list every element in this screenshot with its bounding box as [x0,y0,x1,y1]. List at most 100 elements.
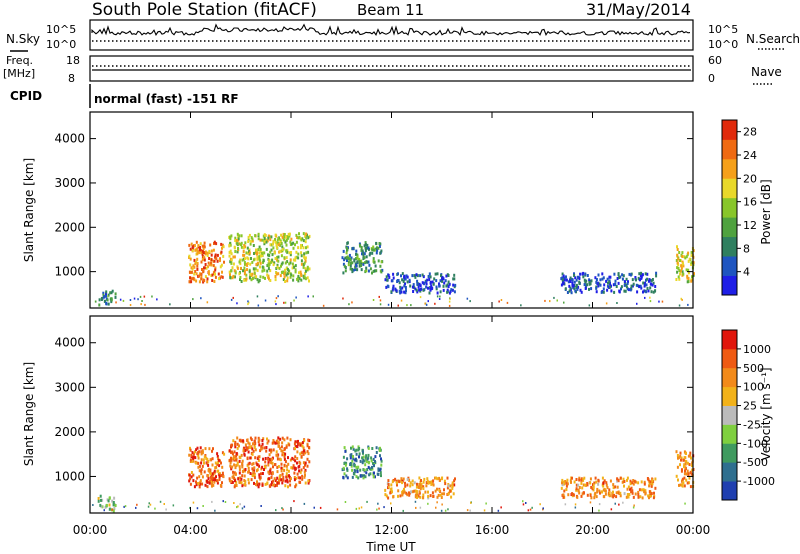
data-cell [278,475,281,479]
data-cell [193,272,196,276]
data-cell [199,248,202,252]
data-cell [425,282,428,286]
data-cell [520,304,522,307]
data-cell [414,275,417,279]
data-cell [277,237,280,240]
data-cell [299,270,302,274]
data-cell [195,480,197,484]
data-cell [250,445,253,449]
data-cell [301,444,304,448]
data-cell [404,481,406,485]
data-cell [238,272,241,276]
data-cell [258,443,261,447]
data-cell [654,289,656,293]
data-cell [95,300,97,303]
data-cell [598,509,600,512]
data-cell [200,468,203,472]
data-cell [352,447,355,451]
data-cell [350,464,353,468]
data-cell [544,299,546,302]
data-cell [286,276,289,280]
data-cell [266,273,269,277]
data-cell [444,279,447,283]
data-cell [239,278,241,281]
data-cell [571,476,573,480]
data-cell [684,469,686,473]
data-cell [211,463,214,467]
data-cell [260,252,263,255]
data-cell [594,476,597,480]
data-cell [397,272,399,276]
data-cell [410,490,412,494]
data-cell [608,275,611,279]
data-cell [218,477,221,481]
data-cell [280,445,283,449]
data-cell [247,240,250,243]
data-cell [235,464,238,468]
data-cell [376,508,378,511]
data-cell [633,504,635,507]
data-cell [567,493,570,497]
data-cell [354,265,357,269]
data-cell [255,461,258,465]
data-cell [351,475,354,479]
data-cell [366,468,369,471]
data-cell [234,275,236,279]
data-cell [292,258,295,262]
data-cell [343,446,346,450]
data-cell [286,478,289,482]
data-cell [378,449,381,452]
data-cell [681,477,684,481]
data-cell [563,278,566,282]
data-cell [277,255,280,259]
data-cell [366,243,369,247]
data-cell [606,486,609,490]
data-cell [419,506,422,509]
data-cell [191,249,194,253]
data-cell [677,456,679,460]
data-cell [200,297,202,300]
data-cell [566,291,569,294]
data-cell [253,440,256,444]
data-cell [193,258,196,262]
data-cell [290,273,293,277]
data-cell [595,480,598,484]
data-cell [213,469,216,473]
colorbar-swatch [722,236,737,257]
x-tick-label: 12:00 [374,523,409,537]
data-cell [678,304,681,307]
data-cell [303,449,305,453]
data-cell [577,483,580,487]
data-cell [431,491,434,495]
data-cell [589,493,592,497]
data-cell [358,261,361,265]
data-cell [402,509,404,512]
data-cell [426,477,429,481]
data-cell [218,258,221,262]
data-cell [634,480,637,484]
data-cell [297,442,300,446]
data-cell [379,264,382,268]
data-cell [572,493,575,497]
data-cell [303,252,306,256]
data-cell [269,469,271,473]
data-cell [680,469,683,473]
data-cell [688,476,691,480]
data-cell [254,456,257,460]
data-cell [372,245,375,249]
data-cell [196,476,199,480]
data-cell [257,280,260,284]
data-cell [272,439,275,442]
data-cell [245,277,248,281]
data-cell [357,465,360,469]
data-cell [213,259,216,263]
data-cell [614,279,617,283]
data-cell [367,461,370,465]
data-cell [197,244,200,248]
data-cell [362,252,365,256]
data-cell [202,247,205,251]
data-cell [251,447,254,451]
data-cell [638,488,641,492]
data-cell [231,457,234,461]
data-cell [293,471,296,475]
